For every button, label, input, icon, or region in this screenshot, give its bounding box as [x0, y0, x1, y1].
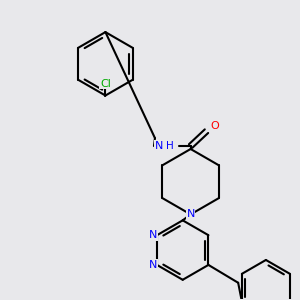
- Text: N: N: [149, 260, 157, 270]
- Text: Cl: Cl: [100, 79, 111, 88]
- Text: N: N: [186, 209, 195, 219]
- Text: H: H: [166, 141, 174, 151]
- Text: O: O: [210, 121, 219, 131]
- Text: N: N: [149, 230, 157, 240]
- Text: N: N: [155, 141, 163, 151]
